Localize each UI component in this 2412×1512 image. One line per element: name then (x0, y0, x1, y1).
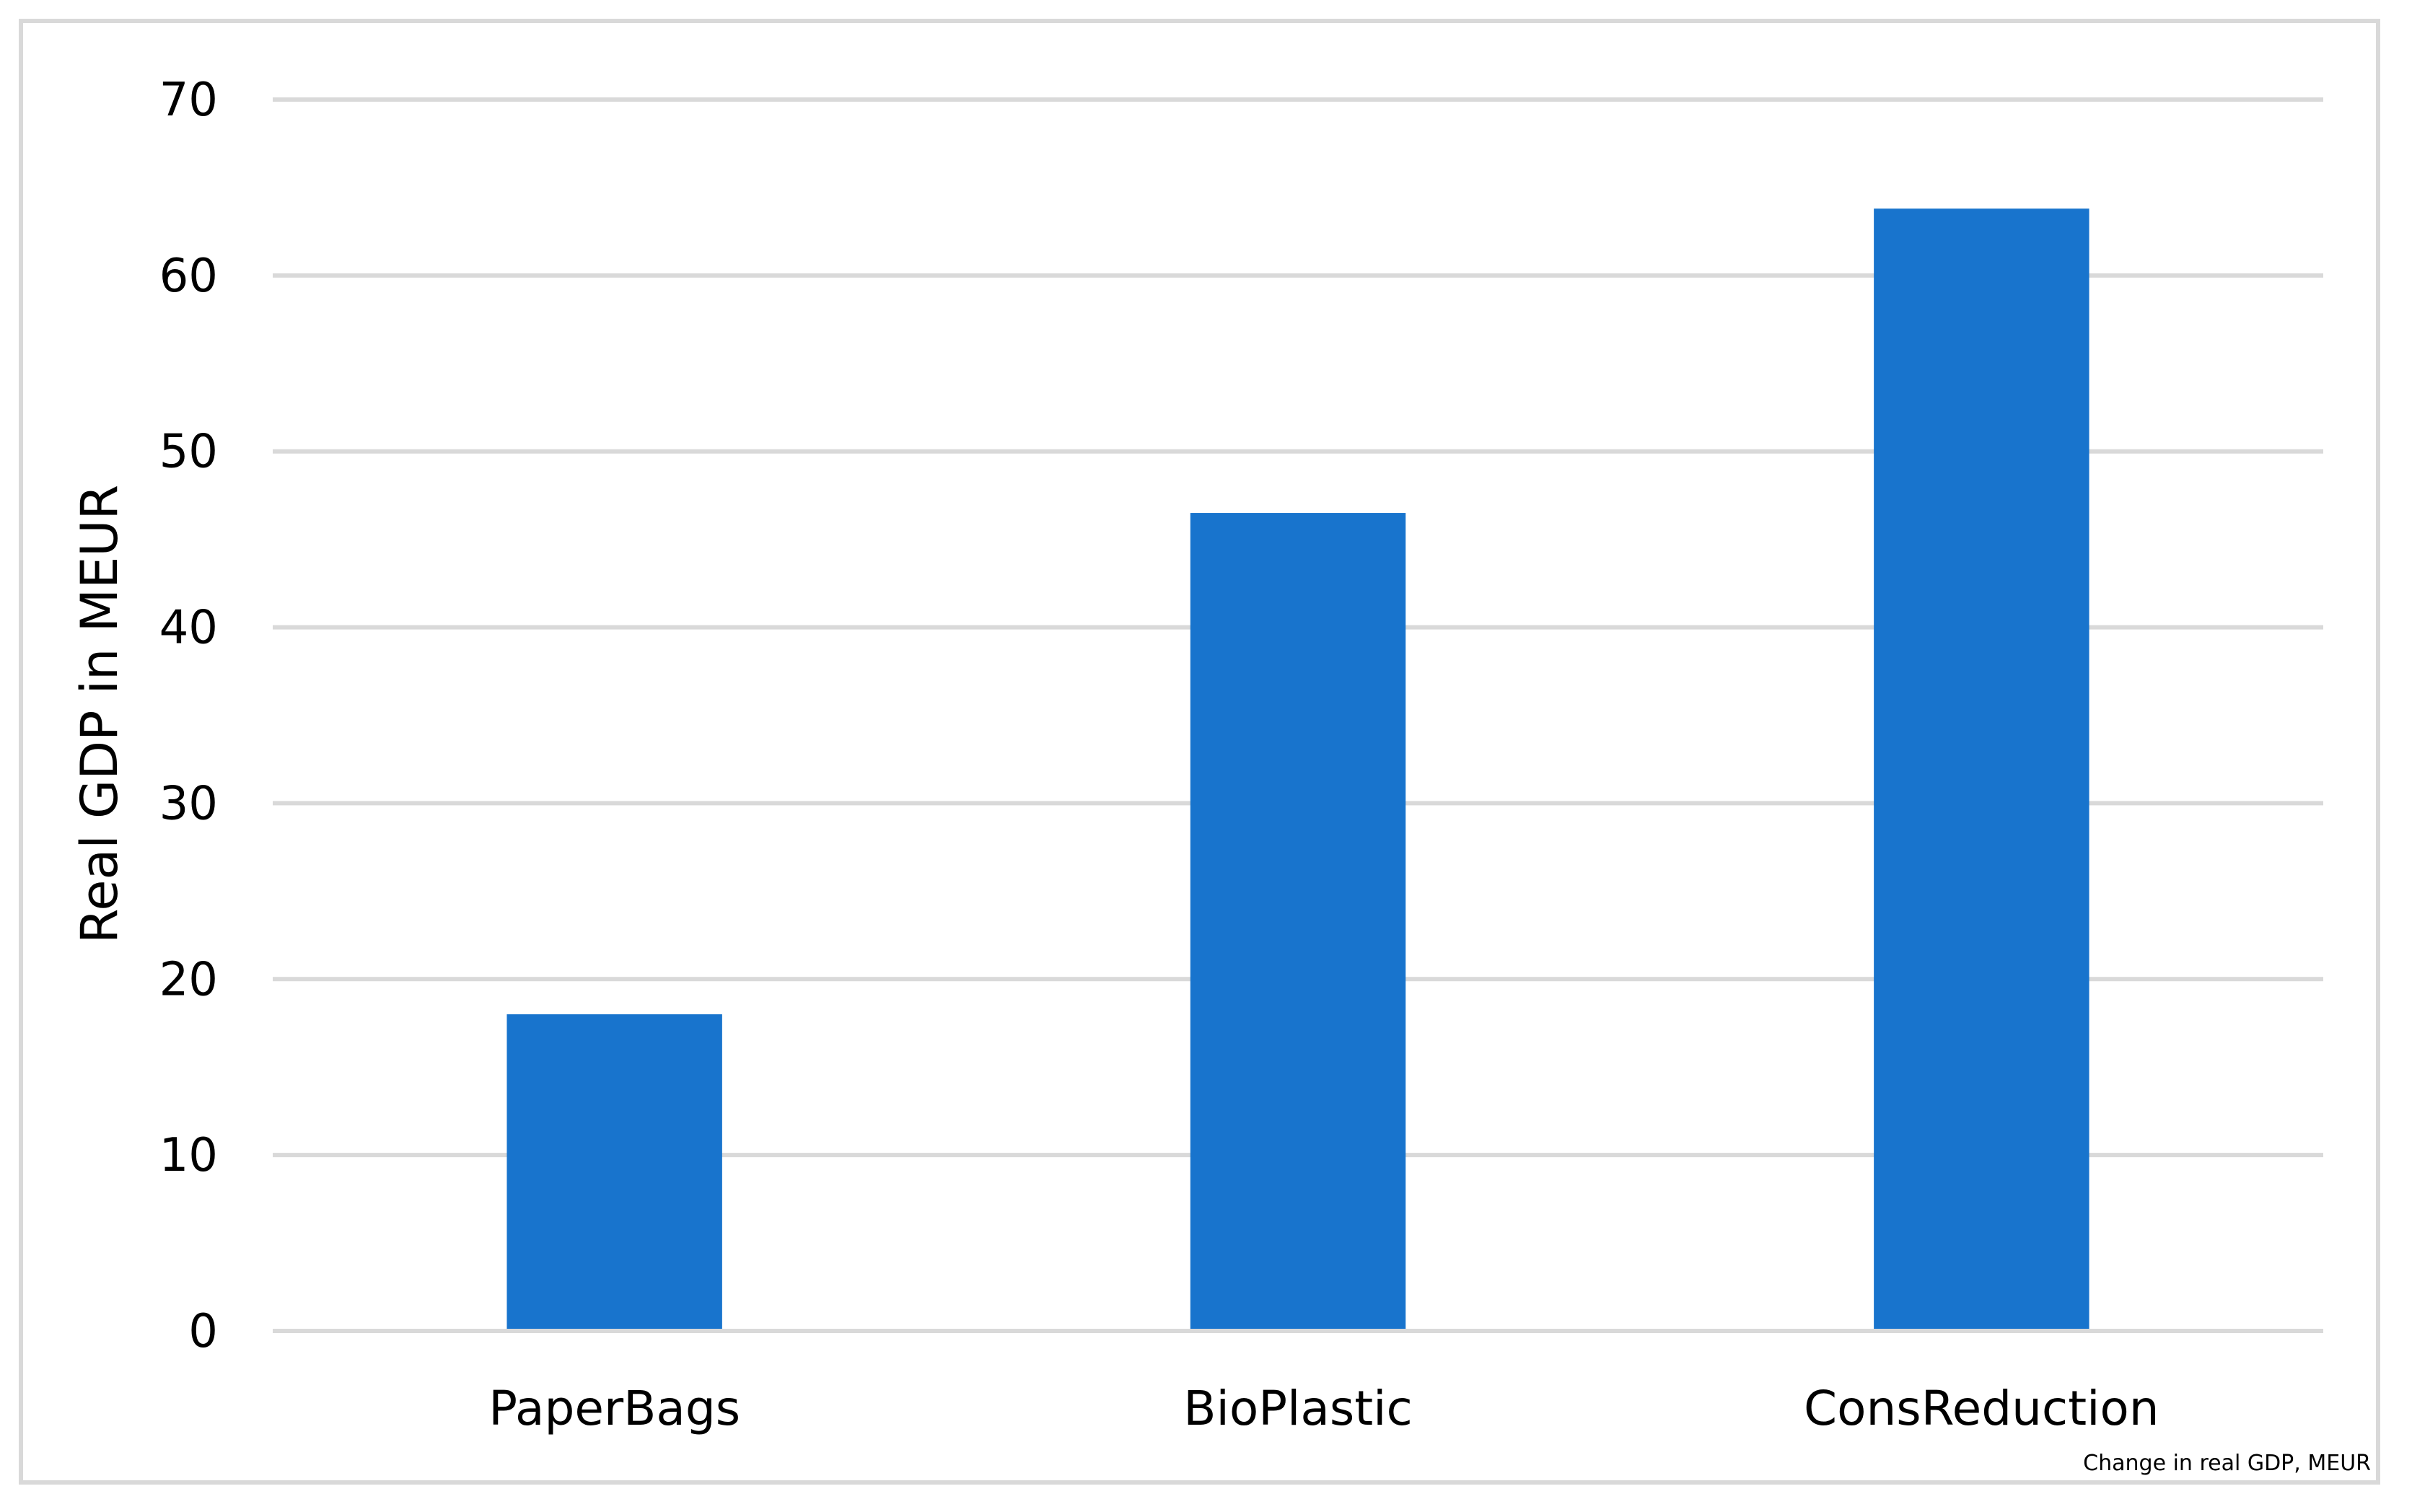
bars (506, 208, 2089, 1332)
bar-paperbags (506, 1014, 722, 1331)
x-axis-labels: PaperBags BioPlastic ConsReduction (488, 1381, 2159, 1436)
y-axis-title: Real GDP in MEUR (70, 485, 129, 944)
bar-bioplastic (1190, 513, 1406, 1332)
y-tick-label: 70 (159, 74, 218, 127)
y-tick-label: 30 (159, 777, 218, 830)
x-category-label: ConsReduction (1804, 1381, 2159, 1436)
y-tick-label: 20 (159, 953, 218, 1006)
x-category-label: BioPlastic (1183, 1381, 1412, 1436)
y-tick-label: 10 (159, 1129, 218, 1182)
y-tick-label: 0 (188, 1305, 218, 1358)
y-tick-label: 40 (159, 602, 218, 655)
y-tick-label: 60 (159, 250, 218, 303)
chart-note: Change in real GDP, MEUR (2083, 1451, 2371, 1476)
x-category-label: PaperBags (488, 1381, 740, 1436)
y-axis-ticks: 0 10 20 30 40 50 60 70 (159, 74, 218, 1358)
y-tick-label: 50 (159, 426, 218, 479)
bar-consreduction (1874, 208, 2089, 1332)
